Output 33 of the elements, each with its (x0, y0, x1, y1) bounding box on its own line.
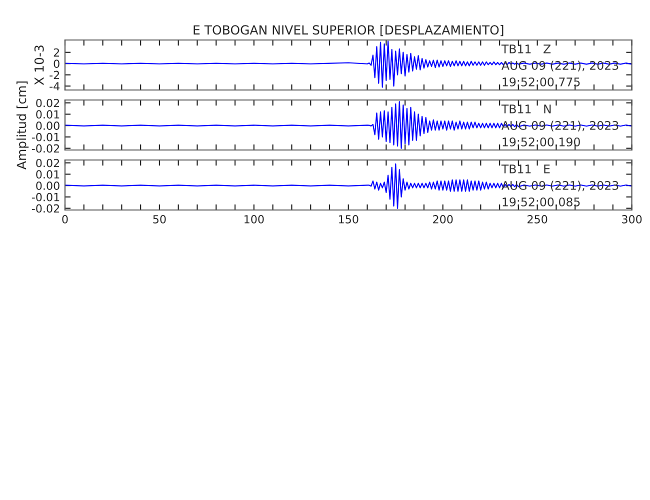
annotation: TB11 E (501, 164, 550, 174)
y-tick-label: 0.01 (36, 110, 60, 119)
x-tick-label: 250 (528, 215, 548, 224)
chart-title: E TOBOGAN NIVEL SUPERIOR [DESPLAZAMIENTO] (194, 24, 504, 36)
y-tick-label: -0.02 (32, 144, 60, 153)
y-axis-title: Amplitud [cm] (16, 82, 29, 170)
annotation: TB11 N (501, 104, 551, 114)
annotation: 19:52:00.190 (502, 137, 580, 146)
x-tick-label: 150 (339, 215, 358, 224)
y-tick-label: 0 (54, 60, 60, 68)
y-tick-label: 0.02 (36, 158, 60, 168)
y-tick-label: -2 (50, 70, 60, 80)
x-tick-label: 50 (153, 215, 166, 224)
x-tick-label: 0 (62, 215, 68, 224)
x-tick-label: 200 (433, 215, 453, 224)
y-tick-label: 0.00 (36, 182, 60, 190)
annotation: 19:52:00.085 (502, 197, 580, 206)
line-series (65, 163, 632, 209)
y-tick-label: -0.02 (32, 204, 60, 213)
y-tick-label: 2 (54, 48, 60, 57)
y-tick-label: -0.01 (32, 192, 60, 202)
y-tick-label: -4 (50, 82, 60, 90)
line-series (65, 101, 632, 149)
y-axis-title: X 10-3 (34, 46, 44, 86)
annotation: TB11 Z (501, 44, 551, 54)
y-tick-label: 0.02 (36, 98, 60, 108)
annotation: 19:52:00.775 (502, 77, 580, 86)
line-series (65, 40, 632, 88)
y-tick-label: 0.01 (36, 170, 60, 179)
y-tick-label: -0.01 (32, 132, 60, 142)
x-tick-label: 300 (622, 215, 642, 224)
y-tick-label: 0.00 (36, 122, 60, 130)
x-tick-label: 100 (244, 215, 264, 224)
